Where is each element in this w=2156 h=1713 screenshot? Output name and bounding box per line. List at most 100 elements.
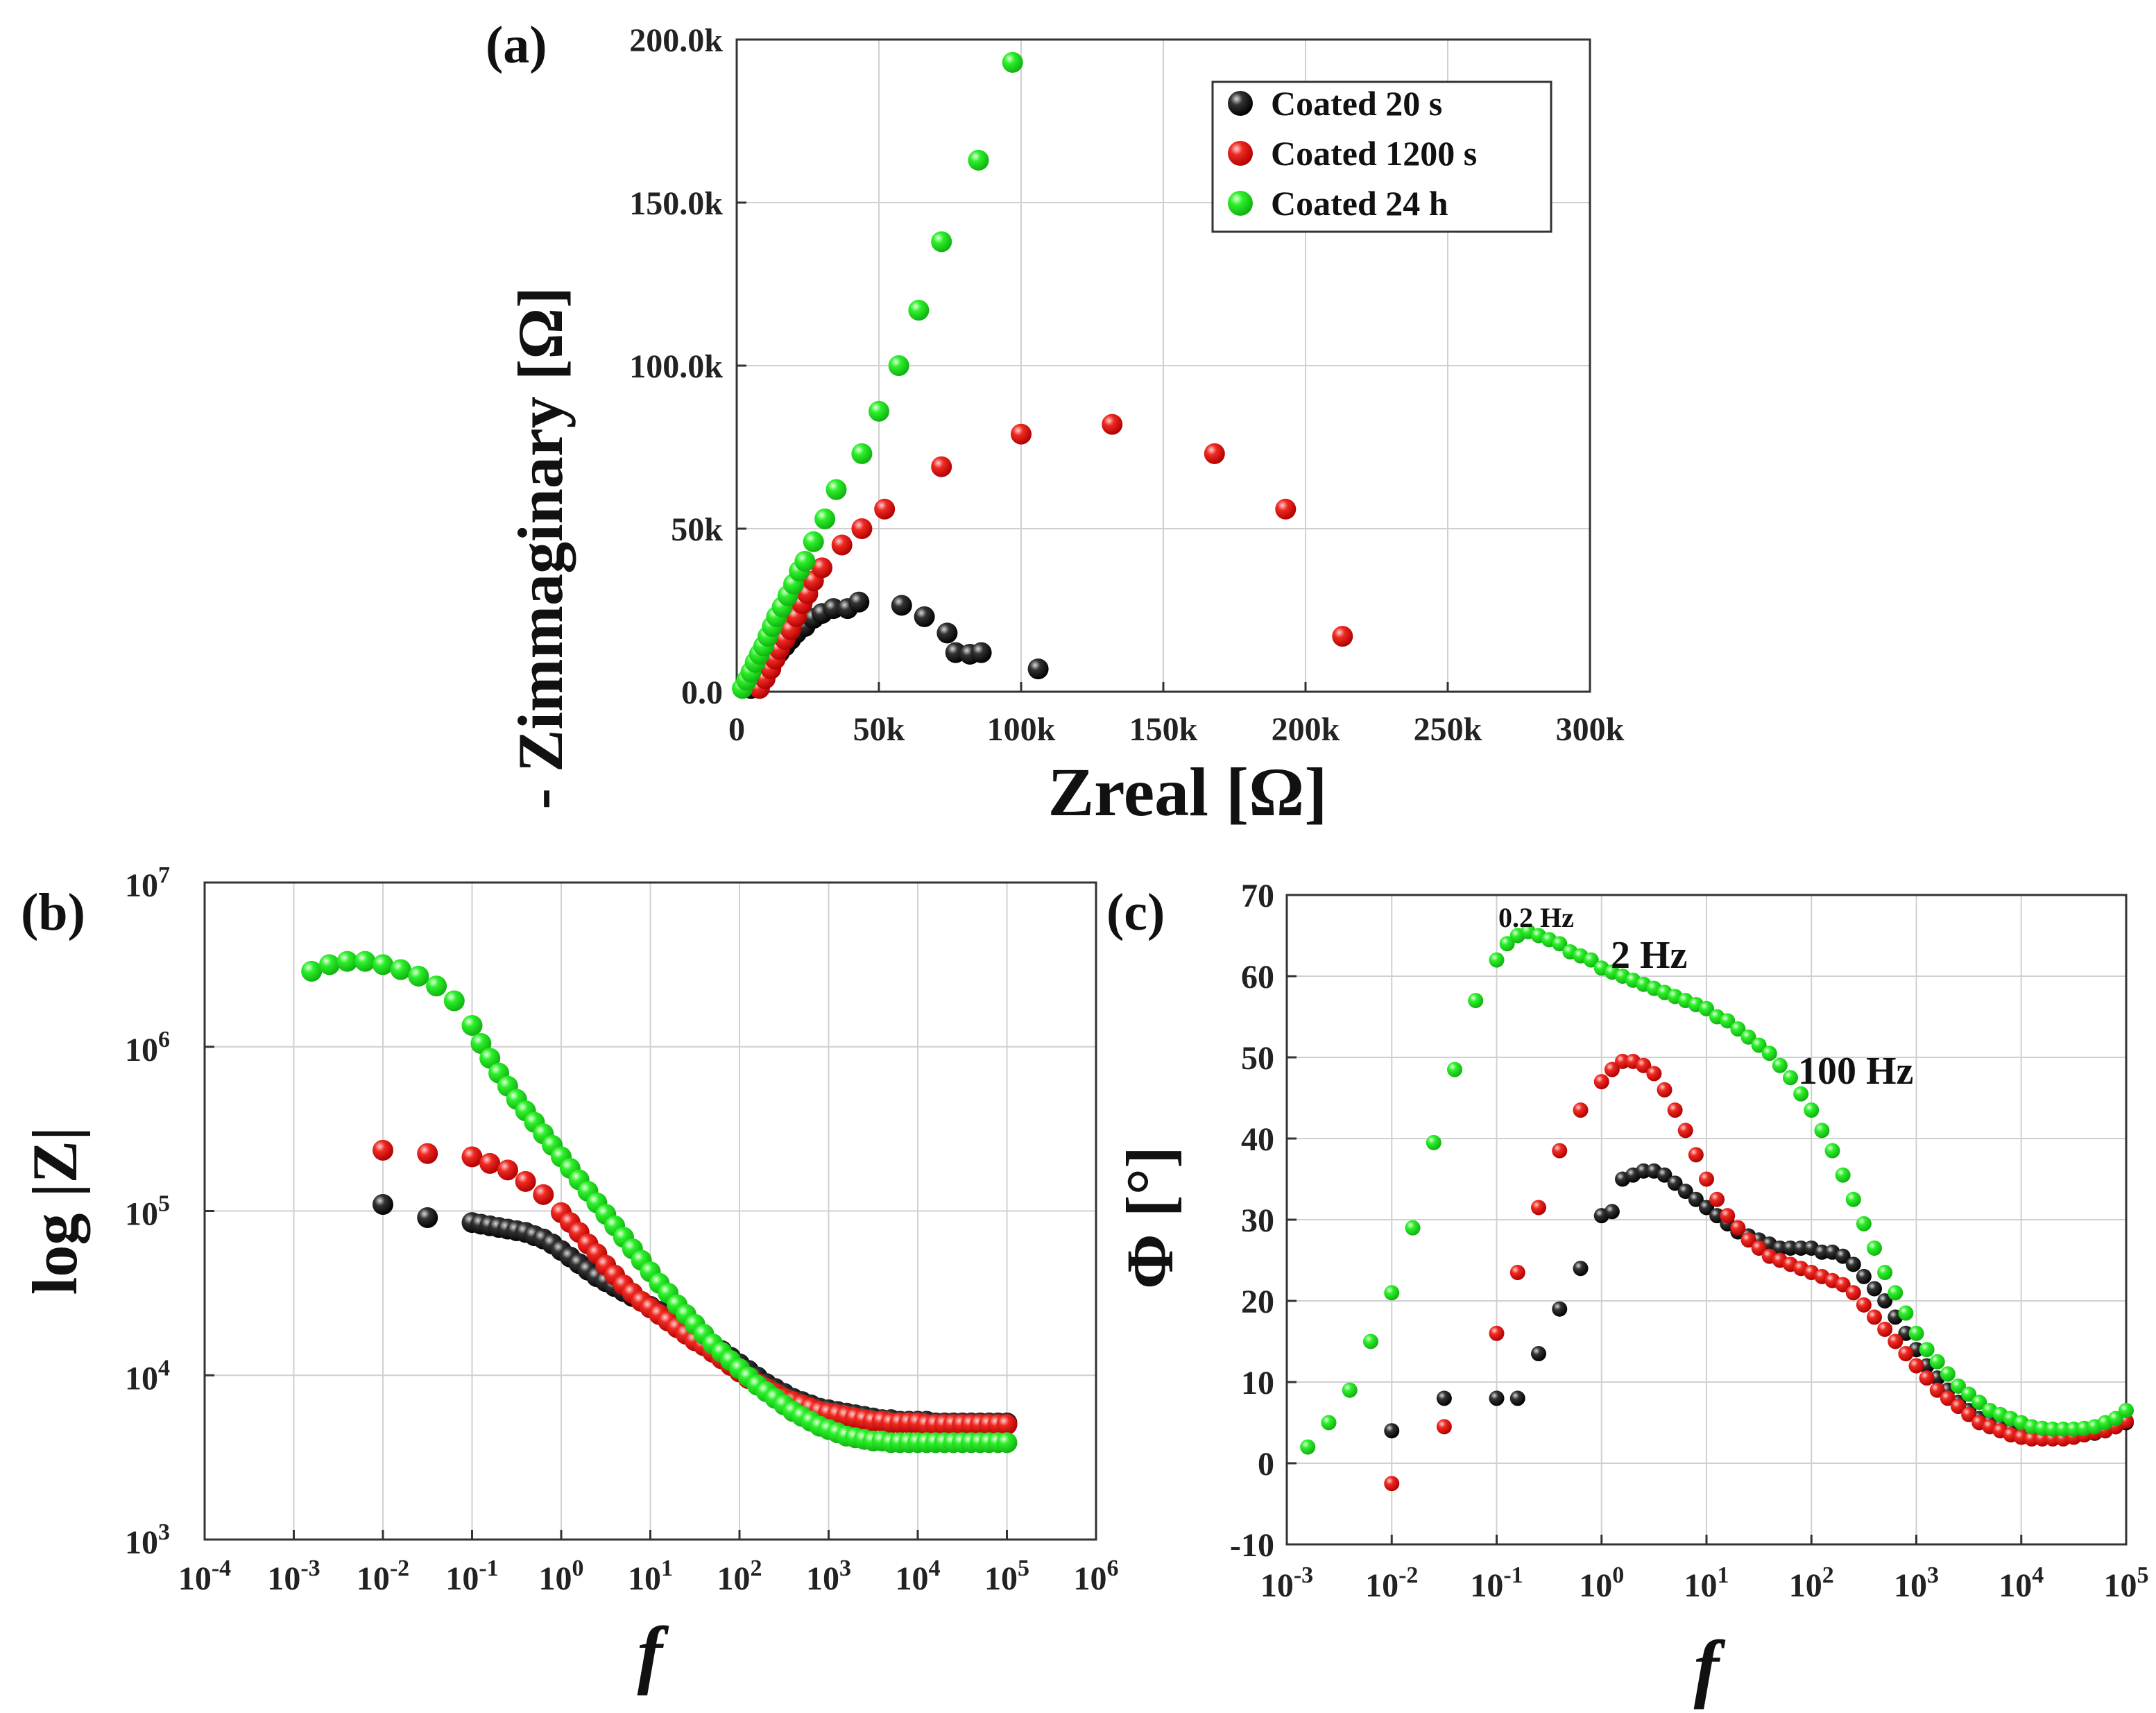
data-point: [1856, 1268, 1872, 1284]
data-point: [1102, 414, 1123, 435]
data-point: [1384, 1285, 1400, 1301]
data-point: [533, 1184, 554, 1205]
y-tick-label: 107: [125, 862, 170, 904]
data-point: [1761, 1046, 1777, 1062]
x-tick-label: 102: [717, 1556, 762, 1597]
data-point: [1573, 1102, 1589, 1118]
data-point: [1929, 1354, 1945, 1370]
data-point: [1384, 1476, 1400, 1492]
data-point: [1615, 1053, 1630, 1069]
data-point: [1342, 1382, 1358, 1398]
data-point: [931, 231, 952, 253]
data-point: [1688, 1147, 1704, 1163]
y-tick-label: 106: [125, 1027, 170, 1068]
data-point: [417, 1143, 438, 1164]
data-point: [851, 443, 873, 464]
x-axis-label-b: f: [638, 1611, 669, 1696]
series-red: [1384, 1053, 2134, 1492]
data-point: [1552, 1143, 1568, 1159]
x-tick-label: 102: [1789, 1562, 1834, 1604]
data-point: [1677, 1123, 1693, 1139]
data-point: [1824, 1143, 1840, 1159]
data-point: [1552, 936, 1568, 952]
data-point: [1888, 1333, 1903, 1349]
data-point: [1772, 1057, 1788, 1073]
data-point: [1730, 1220, 1746, 1236]
legend-marker-black: [1228, 91, 1253, 116]
data-point: [1877, 1321, 1893, 1337]
y-tick-label: 0.0: [681, 674, 723, 711]
x-tick-label: 103: [1894, 1562, 1939, 1604]
x-tick-label: 100: [539, 1556, 584, 1597]
data-point: [874, 498, 896, 520]
data-point: [1751, 1240, 1767, 1256]
data-point: [1699, 1200, 1714, 1216]
data-point: [390, 959, 411, 980]
x-tick-label: 106: [1074, 1556, 1119, 1597]
data-point: [825, 479, 847, 500]
data-point: [1699, 1171, 1714, 1187]
data-point: [1751, 1037, 1767, 1053]
data-point: [823, 598, 844, 620]
x-tick-label: 105: [2104, 1562, 2149, 1604]
data-point: [1929, 1382, 1945, 1398]
data-point: [1275, 498, 1297, 520]
data-point: [354, 951, 376, 972]
data-point: [1636, 1057, 1652, 1073]
legend-item: Coated 1200 s: [1228, 134, 1477, 173]
x-axis-label-a: Zreal [Ω]: [1047, 753, 1327, 830]
legend-label: Coated 24 h: [1271, 184, 1448, 223]
data-point: [1657, 1082, 1672, 1098]
x-tick-label: 250k: [1414, 711, 1482, 748]
data-point: [417, 1207, 438, 1228]
nyquist-plot-panel: (a) 0 50k 100k 150k 200k 250k 300k 0.0 50k 100.0k…: [486, 16, 1625, 830]
data-point: [318, 954, 340, 975]
data-point: [1363, 1333, 1378, 1349]
data-point: [996, 1414, 1018, 1435]
series-green: [732, 51, 1023, 699]
y-tick-label: 30: [1241, 1202, 1274, 1239]
data-point: [1919, 1342, 1935, 1358]
data-point: [888, 355, 909, 376]
data-point: [1908, 1358, 1924, 1374]
x-tick-label: 10-3: [267, 1556, 320, 1597]
data-point: [794, 551, 816, 572]
data-point: [996, 1432, 1018, 1454]
data-point: [1867, 1281, 1882, 1297]
data-point: [461, 1146, 483, 1168]
series-red: [748, 414, 1353, 699]
y-tick-label: 0: [1258, 1446, 1274, 1483]
y-tick-label: 104: [125, 1355, 170, 1397]
data-point: [1509, 1265, 1525, 1281]
data-point: [1436, 1390, 1452, 1406]
y-tick-label: 50k: [671, 511, 723, 548]
x-tick-label: 10-2: [357, 1556, 409, 1597]
data-point: [1908, 1325, 1924, 1341]
data-point: [1204, 443, 1225, 464]
data-point: [1898, 1305, 1914, 1321]
bode-magnitude-panel: (b) 10-4 10-3 10-2 10-1 100 101 102 103 104 105 10…: [19, 862, 1119, 1696]
data-point: [936, 622, 958, 644]
data-point: [1740, 1029, 1756, 1045]
x-tick-label: 101: [628, 1556, 673, 1597]
y-axis-label-a: - Zimmaginary [Ω]: [505, 287, 576, 809]
x-tick-label: 100: [1579, 1562, 1624, 1604]
data-point: [1845, 1191, 1861, 1207]
data-point: [426, 975, 447, 997]
data-point: [1604, 1062, 1620, 1077]
legend-label: Coated 1200 s: [1271, 134, 1477, 173]
data-point: [1971, 1395, 1987, 1411]
x-tick-label: 0: [728, 711, 745, 748]
series-red: [373, 1139, 1018, 1435]
annotation-100hz: 100 Hz: [1798, 1050, 1913, 1093]
data-point: [1552, 1301, 1568, 1317]
data-point: [479, 1152, 501, 1174]
y-tick-label: 70: [1241, 878, 1274, 914]
y-axis-label-b: log |Z|: [19, 1127, 90, 1295]
y-tick-label: 103: [125, 1519, 170, 1561]
data-point: [1720, 1208, 1736, 1224]
legend-label: Coated 20 s: [1271, 84, 1442, 123]
data-point: [1814, 1123, 1830, 1139]
data-point: [301, 960, 323, 982]
